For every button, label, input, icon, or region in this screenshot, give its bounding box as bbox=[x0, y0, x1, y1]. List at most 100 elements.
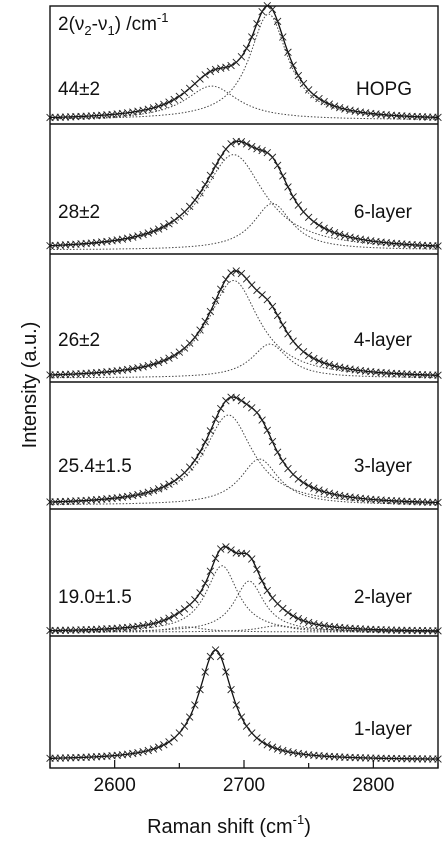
panel-1-layer: 1-layer bbox=[46, 646, 442, 763]
data-point bbox=[330, 228, 339, 237]
data-point bbox=[258, 577, 266, 585]
data-point bbox=[165, 354, 173, 362]
data-point bbox=[206, 652, 215, 661]
data-point bbox=[284, 608, 292, 617]
data-point bbox=[196, 685, 204, 694]
data-point bbox=[237, 138, 246, 146]
data-point bbox=[160, 222, 168, 231]
data-point bbox=[263, 741, 271, 749]
splitting-value: 28±2 bbox=[58, 202, 100, 223]
data-point bbox=[154, 485, 163, 493]
data-point bbox=[201, 668, 209, 676]
data-point bbox=[196, 326, 204, 334]
data-point bbox=[268, 302, 277, 311]
data-point bbox=[149, 486, 158, 495]
data-point bbox=[284, 48, 292, 56]
component-fit-1 bbox=[49, 154, 439, 248]
data-point bbox=[294, 475, 303, 483]
data-point bbox=[253, 145, 261, 153]
data-point bbox=[217, 404, 225, 413]
splitting-value: 25.4±1.5 bbox=[58, 456, 132, 477]
header-exp: -1 bbox=[157, 10, 169, 25]
data-point bbox=[191, 456, 199, 464]
header-dash: - bbox=[92, 14, 98, 35]
data-point bbox=[315, 94, 323, 103]
component-fit-1 bbox=[50, 13, 438, 120]
header-sub2: 2 bbox=[84, 23, 91, 38]
data-point bbox=[299, 348, 308, 356]
header-sub1: 1 bbox=[107, 23, 114, 38]
data-point bbox=[175, 608, 184, 617]
data-point bbox=[222, 275, 230, 284]
data-point bbox=[325, 360, 334, 369]
data-point bbox=[144, 229, 153, 237]
data-point bbox=[154, 618, 163, 626]
data-point bbox=[217, 285, 225, 293]
data-point bbox=[160, 741, 168, 749]
data-point bbox=[232, 701, 240, 709]
data-point bbox=[310, 91, 318, 99]
data-point bbox=[279, 604, 287, 613]
data-point bbox=[196, 189, 204, 197]
data-point bbox=[217, 545, 225, 553]
component-fit-1 bbox=[49, 279, 438, 377]
data-point bbox=[165, 738, 173, 746]
data-point bbox=[237, 396, 246, 405]
data-point bbox=[170, 216, 178, 225]
data-point bbox=[248, 33, 256, 41]
data-point bbox=[149, 619, 158, 628]
splitting-header: 2(ν2-ν1) /cm-1 bbox=[58, 10, 168, 38]
data-point bbox=[165, 220, 173, 228]
component-fit-2 bbox=[50, 202, 438, 250]
data-point bbox=[144, 105, 153, 113]
data-point bbox=[325, 100, 334, 108]
data-point bbox=[185, 713, 194, 721]
panel-3-layer: 3-layer 25.4±1.5 bbox=[46, 393, 442, 507]
data-point bbox=[206, 307, 215, 316]
total-fit-line bbox=[50, 649, 439, 760]
y-axis-label: Intensity (a.u.) bbox=[19, 322, 41, 449]
data-point bbox=[330, 102, 339, 110]
data-point bbox=[227, 269, 235, 277]
data-point bbox=[263, 426, 271, 435]
data-point bbox=[289, 193, 297, 201]
data-point bbox=[211, 554, 220, 563]
data-point bbox=[273, 161, 282, 170]
data-point bbox=[191, 196, 199, 204]
data-point bbox=[206, 427, 215, 435]
total-fit-line bbox=[49, 270, 438, 376]
data-point bbox=[335, 103, 344, 112]
x-axis-label: Raman shift (cm-1) bbox=[147, 812, 311, 838]
panel-label-hopg: HOPG bbox=[356, 79, 412, 100]
data-point bbox=[242, 140, 251, 148]
header-nu1: ν bbox=[98, 14, 108, 35]
data-point bbox=[304, 481, 313, 490]
data-point bbox=[335, 230, 344, 239]
data-point bbox=[242, 44, 251, 53]
data-point bbox=[258, 416, 266, 424]
data-point bbox=[258, 738, 266, 746]
data-point bbox=[232, 394, 240, 402]
data-point bbox=[139, 489, 147, 498]
data-point bbox=[134, 232, 142, 240]
data-point bbox=[149, 227, 158, 235]
data-point bbox=[222, 543, 230, 551]
axes-frame bbox=[49, 5, 439, 769]
data-point bbox=[279, 457, 287, 465]
data-point bbox=[165, 480, 173, 488]
data-point bbox=[289, 612, 297, 620]
data-point bbox=[201, 180, 209, 189]
data-point bbox=[268, 5, 277, 14]
x-axis-label-text: Raman shift (cm bbox=[147, 816, 293, 838]
panel-6-layer: 6-layer 28±2 bbox=[46, 137, 442, 250]
splitting-value: 19.0±1.5 bbox=[58, 587, 132, 608]
data-point bbox=[185, 202, 194, 211]
data-point bbox=[154, 358, 163, 367]
data-point bbox=[320, 488, 328, 496]
data-point bbox=[175, 92, 184, 101]
data-point bbox=[315, 221, 323, 229]
data-point bbox=[227, 61, 235, 70]
data-point bbox=[165, 614, 173, 622]
data-point bbox=[185, 339, 194, 347]
data-point bbox=[242, 400, 251, 408]
